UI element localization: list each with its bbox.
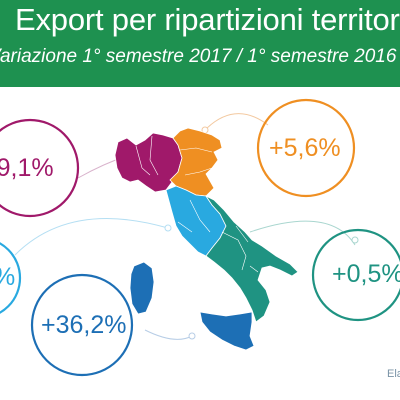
source-note: Ela bbox=[387, 368, 400, 380]
bubble-centro bbox=[0, 242, 22, 314]
bubble-nord-est bbox=[256, 98, 356, 198]
region-sicilia bbox=[199, 311, 255, 351]
page-title: Export per ripartizioni territoriali bbox=[15, 2, 400, 37]
region-nord-ovest bbox=[114, 132, 183, 193]
bubble-isole bbox=[30, 273, 134, 377]
connector-sud bbox=[249, 220, 356, 246]
connector-isole bbox=[144, 329, 193, 340]
value-nord-est: +5,6% bbox=[269, 134, 341, 162]
region-sardegna bbox=[129, 261, 155, 315]
value-sud: +0,5% bbox=[332, 260, 400, 288]
connector-centro bbox=[14, 218, 169, 256]
value-centro: % bbox=[0, 263, 15, 292]
value-isole: +36,2% bbox=[41, 311, 127, 339]
region-nord-est bbox=[169, 127, 223, 197]
region-sud bbox=[204, 194, 299, 323]
connector-nord-est bbox=[204, 113, 269, 131]
header-banner: Export per ripartizioni territoriali Var… bbox=[0, 0, 400, 87]
value-nord-ovest: +9,1% bbox=[0, 154, 54, 182]
bubble-sud bbox=[311, 228, 400, 322]
bubble-nord-ovest bbox=[0, 118, 80, 218]
page-subtitle: Variazione 1° semestre 2017 / 1° semestr… bbox=[0, 46, 397, 67]
